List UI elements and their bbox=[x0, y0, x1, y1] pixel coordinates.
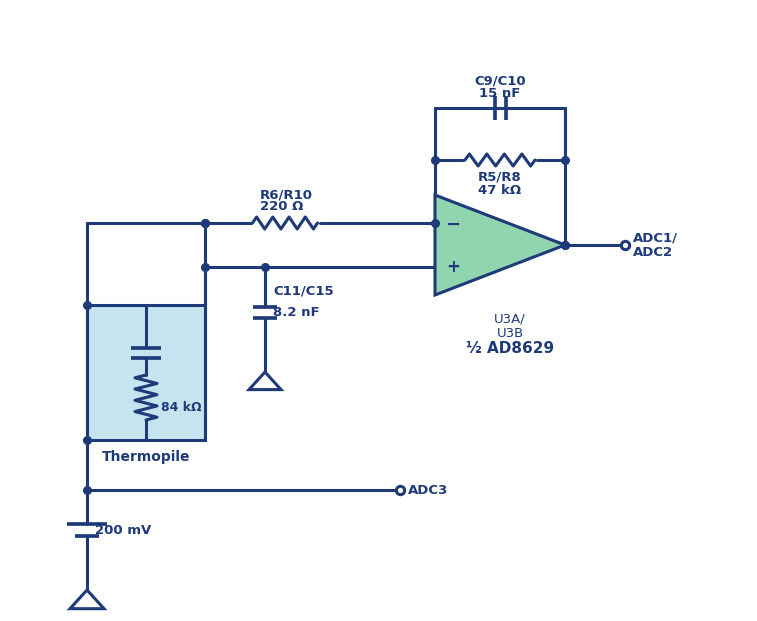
Text: 8.2 nF: 8.2 nF bbox=[273, 306, 319, 319]
Text: ADC2: ADC2 bbox=[633, 245, 673, 258]
Text: U3A/: U3A/ bbox=[494, 313, 526, 326]
Text: 84 kΩ: 84 kΩ bbox=[161, 401, 201, 414]
Text: 220 Ω: 220 Ω bbox=[260, 200, 304, 213]
Bar bbox=[87, 305, 205, 440]
Text: ADC1/: ADC1/ bbox=[633, 232, 678, 245]
Text: ½ AD8629: ½ AD8629 bbox=[466, 341, 554, 356]
Text: C9/C10: C9/C10 bbox=[474, 75, 526, 88]
Text: C11/C15: C11/C15 bbox=[273, 285, 334, 298]
Text: +: + bbox=[446, 258, 460, 276]
Polygon shape bbox=[435, 195, 565, 295]
Text: 200 mV: 200 mV bbox=[95, 524, 151, 537]
Text: −: − bbox=[445, 216, 460, 234]
Text: 15 nF: 15 nF bbox=[479, 87, 521, 100]
Text: 47 kΩ: 47 kΩ bbox=[478, 184, 522, 197]
Text: U3B: U3B bbox=[497, 327, 524, 340]
Text: Thermopile: Thermopile bbox=[101, 450, 190, 464]
Text: ADC3: ADC3 bbox=[408, 484, 448, 497]
Text: R5/R8: R5/R8 bbox=[478, 170, 522, 183]
Text: R6/R10: R6/R10 bbox=[260, 188, 313, 201]
